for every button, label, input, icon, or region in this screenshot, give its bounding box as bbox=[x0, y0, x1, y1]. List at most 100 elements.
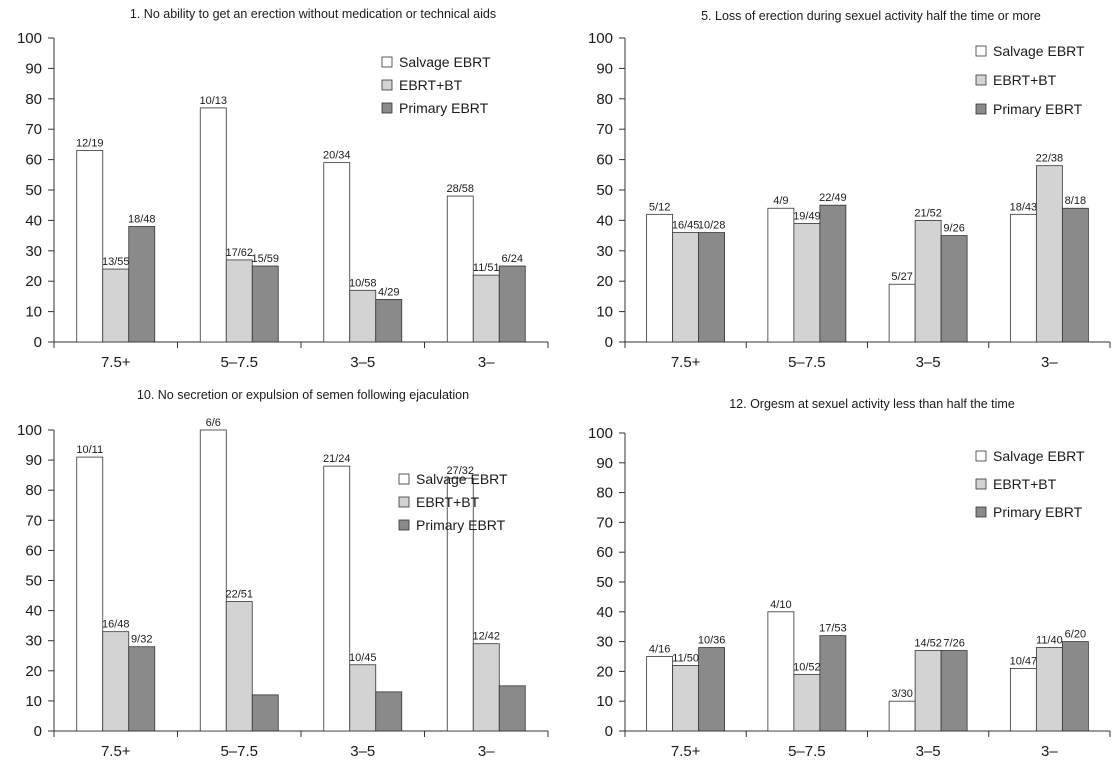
data-label: 4/9 bbox=[773, 195, 788, 207]
y-tick-label: 80 bbox=[25, 91, 42, 108]
data-label: 22/51 bbox=[225, 589, 253, 601]
bar-salvage-ebrt bbox=[767, 611, 795, 732]
bar-salvage-ebrt bbox=[199, 429, 227, 732]
data-label: 10/28 bbox=[698, 220, 726, 232]
y-tick-label: 90 bbox=[596, 60, 613, 77]
x-category-label: 3–5 bbox=[350, 354, 375, 371]
data-label: 21/24 bbox=[323, 453, 351, 465]
bar-salvage-ebrt bbox=[323, 465, 351, 732]
y-tick-label: 30 bbox=[596, 634, 613, 651]
data-label: 8/18 bbox=[1065, 195, 1086, 207]
bar-salvage-ebrt bbox=[1009, 213, 1037, 343]
bar-primary-ebrt bbox=[128, 226, 156, 343]
data-label: 17/53 bbox=[819, 623, 847, 635]
x-category-label: 3– bbox=[1041, 743, 1058, 760]
data-label: 22/49 bbox=[819, 192, 847, 204]
data-label: 5/27 bbox=[891, 271, 912, 283]
data-label: 18/48 bbox=[128, 213, 156, 225]
bar-salvage-ebrt bbox=[446, 477, 474, 732]
bar-primary-ebrt bbox=[498, 265, 526, 343]
x-category-label: 3– bbox=[478, 743, 495, 760]
bar-salvage-ebrt bbox=[888, 700, 916, 732]
data-label: 16/45 bbox=[672, 220, 700, 232]
bar-primary-ebrt bbox=[375, 691, 403, 732]
bar-primary-ebrt bbox=[698, 232, 726, 343]
bar-salvage-ebrt bbox=[76, 150, 104, 343]
bar-ebrt-bt bbox=[349, 664, 377, 732]
y-tick-label: 10 bbox=[596, 304, 613, 321]
chart-svg-5: 5. Loss of erection during sexuel activi… bbox=[588, 9, 1111, 371]
bar-primary-ebrt bbox=[1061, 641, 1089, 732]
legend-label: Primary EBRT bbox=[416, 517, 506, 533]
data-label: 10/58 bbox=[349, 277, 377, 289]
x-category-label: 7.5+ bbox=[101, 354, 131, 371]
legend-label: Salvage EBRT bbox=[399, 54, 491, 70]
x-category-label: 5–7.5 bbox=[788, 743, 826, 760]
bar-ebrt-bt bbox=[225, 601, 253, 732]
x-category-label: 7.5+ bbox=[671, 743, 701, 760]
chart-title: 1. No ability to get an erection without… bbox=[130, 7, 496, 21]
bar-primary-ebrt bbox=[698, 647, 726, 732]
chart-panel-12: 12. Orgesm at sexuel activity less than … bbox=[559, 381, 1118, 763]
data-label: 22/38 bbox=[1036, 153, 1064, 165]
legend-label: EBRT+BT bbox=[993, 72, 1057, 88]
bar-primary-ebrt bbox=[498, 685, 526, 732]
data-label: 12/19 bbox=[76, 137, 104, 149]
bar-ebrt-bt bbox=[102, 631, 130, 732]
data-label: 11/51 bbox=[473, 262, 500, 274]
chart-svg-1: 1. No ability to get an erection without… bbox=[17, 7, 549, 371]
data-label: 12/42 bbox=[472, 631, 500, 643]
y-tick-label: 80 bbox=[596, 91, 613, 108]
data-label: 9/32 bbox=[131, 634, 152, 646]
y-tick-label: 100 bbox=[17, 422, 42, 439]
legend-swatch bbox=[398, 496, 410, 508]
y-tick-label: 50 bbox=[25, 573, 42, 590]
y-tick-label: 60 bbox=[596, 152, 613, 169]
bar-salvage-ebrt bbox=[1009, 668, 1037, 732]
y-tick-label: 40 bbox=[596, 212, 613, 229]
data-label: 10/47 bbox=[1010, 655, 1038, 667]
y-tick-label: 40 bbox=[25, 603, 42, 620]
data-label: 18/43 bbox=[1010, 201, 1038, 213]
legend-swatch bbox=[398, 473, 410, 485]
y-tick-label: 10 bbox=[25, 304, 42, 321]
bar-primary-ebrt bbox=[1061, 207, 1089, 343]
y-tick-label: 30 bbox=[596, 243, 613, 260]
legend-swatch bbox=[381, 79, 393, 91]
y-tick-label: 20 bbox=[596, 663, 613, 680]
x-category-label: 3– bbox=[478, 354, 495, 371]
data-label: 3/30 bbox=[891, 688, 912, 700]
data-label: 10/13 bbox=[199, 95, 227, 107]
chart-panel-5: 5. Loss of erection during sexuel activi… bbox=[559, 0, 1118, 381]
data-label: 9/26 bbox=[943, 223, 964, 235]
y-tick-label: 70 bbox=[596, 514, 613, 531]
data-label: 10/36 bbox=[698, 635, 726, 647]
bar-salvage-ebrt bbox=[646, 213, 674, 343]
legend-swatch bbox=[975, 74, 987, 86]
y-tick-label: 100 bbox=[588, 425, 613, 442]
bar-primary-ebrt bbox=[251, 265, 279, 343]
x-category-label: 3–5 bbox=[916, 743, 941, 760]
x-category-label: 7.5+ bbox=[671, 354, 701, 371]
y-tick-label: 40 bbox=[596, 604, 613, 621]
bar-primary-ebrt bbox=[128, 646, 156, 732]
bar-primary-ebrt bbox=[375, 299, 403, 343]
chart-panel-10: 10. No secretion or expulsion of semen f… bbox=[0, 381, 559, 763]
y-tick-label: 50 bbox=[596, 182, 613, 199]
x-category-label: 5–7.5 bbox=[220, 743, 258, 760]
x-category-label: 7.5+ bbox=[101, 743, 131, 760]
data-label: 16/48 bbox=[102, 619, 130, 631]
data-label: 6/6 bbox=[206, 417, 221, 429]
y-tick-label: 10 bbox=[25, 693, 42, 710]
y-tick-label: 30 bbox=[25, 243, 42, 260]
data-label: 21/52 bbox=[914, 207, 942, 219]
bar-primary-ebrt bbox=[251, 694, 279, 732]
x-category-label: 3–5 bbox=[350, 743, 375, 760]
y-tick-label: 90 bbox=[25, 60, 42, 77]
legend-swatch bbox=[381, 56, 393, 68]
data-label: 4/10 bbox=[770, 599, 791, 611]
x-category-label: 5–7.5 bbox=[220, 354, 258, 371]
y-tick-label: 80 bbox=[596, 485, 613, 502]
data-label: 11/40 bbox=[1036, 635, 1063, 647]
data-label: 4/29 bbox=[378, 286, 399, 298]
